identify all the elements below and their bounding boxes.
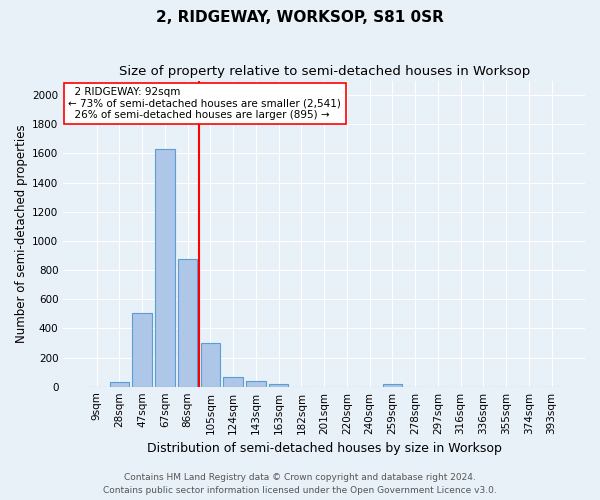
Bar: [201, 343, 220, 386]
Bar: [155, 149, 175, 386]
Bar: [223, 377, 243, 386]
Text: Contains HM Land Registry data © Crown copyright and database right 2024.
Contai: Contains HM Land Registry data © Crown c…: [103, 474, 497, 495]
Text: 2, RIDGEWAY, WORKSOP, S81 0SR: 2, RIDGEWAY, WORKSOP, S81 0SR: [156, 10, 444, 25]
Bar: [110, 382, 129, 386]
Bar: [383, 384, 402, 386]
Text: 2 RIDGEWAY: 92sqm
← 73% of semi-detached houses are smaller (2,541)
  26% of sem: 2 RIDGEWAY: 92sqm ← 73% of semi-detached…: [68, 86, 341, 120]
X-axis label: Distribution of semi-detached houses by size in Worksop: Distribution of semi-detached houses by …: [147, 442, 502, 455]
Y-axis label: Number of semi-detached properties: Number of semi-detached properties: [15, 124, 28, 343]
Bar: [178, 259, 197, 386]
Bar: [246, 381, 266, 386]
Bar: [269, 384, 289, 386]
Title: Size of property relative to semi-detached houses in Worksop: Size of property relative to semi-detach…: [119, 65, 530, 78]
Bar: [133, 313, 152, 386]
